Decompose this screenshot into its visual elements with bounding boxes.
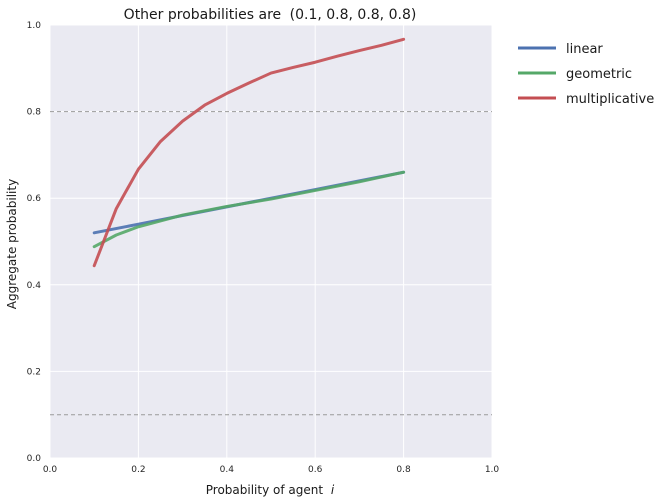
- series-line-multiplicative: [92, 37, 406, 268]
- reference-lines: [50, 111, 492, 416]
- y-axis-label: Aggregate probability: [5, 179, 19, 309]
- legend-label-linear: linear: [566, 42, 603, 57]
- x-tick-label: 0.6: [308, 465, 323, 475]
- series-lines: [92, 37, 406, 268]
- x-tick-label: 1.0: [485, 465, 500, 475]
- y-tick-label: 0.4: [27, 281, 42, 291]
- y-tick-label: 0.6: [27, 194, 42, 204]
- x-tick-label: 0.4: [220, 465, 235, 475]
- x-axis-label-var: i: [331, 483, 335, 497]
- chart-title: Other probabilities are (0.1, 0.8, 0.8, …: [124, 7, 417, 23]
- y-tick-label: 1.0: [27, 21, 42, 31]
- x-axis-label-text: Probability of agent: [206, 483, 324, 497]
- tick-labels: 0.0 0.2 0.4 0.6 0.8 1.0 0.0 0.2 0.4 0.6 0.8 1.0: [27, 21, 500, 475]
- y-tick-label: 0.0: [27, 454, 42, 464]
- y-tick-label: 0.2: [27, 367, 41, 377]
- svg-text:Other probabilities are: Other probabilities are (0.1, 0.8, 0.8, …: [124, 7, 417, 23]
- x-tick-label: 0.8: [396, 465, 411, 475]
- x-tick-label: 0.0: [43, 465, 58, 475]
- legend-label-geometric: geometric: [566, 67, 632, 82]
- x-tick-label: 0.2: [131, 465, 145, 475]
- series-line-geometric: [92, 170, 406, 249]
- x-axis-label: Probability of agent i: [206, 483, 335, 497]
- plot-area: [50, 25, 492, 458]
- chart-title-prefix: Other probabilities are: [124, 7, 282, 23]
- legend-label-multiplicative: multiplicative: [566, 92, 654, 107]
- y-tick-label: 0.8: [27, 108, 42, 118]
- chart-title-tuple: (0.1, 0.8, 0.8, 0.8): [290, 7, 417, 23]
- legend: linear geometric multiplicative: [518, 42, 654, 107]
